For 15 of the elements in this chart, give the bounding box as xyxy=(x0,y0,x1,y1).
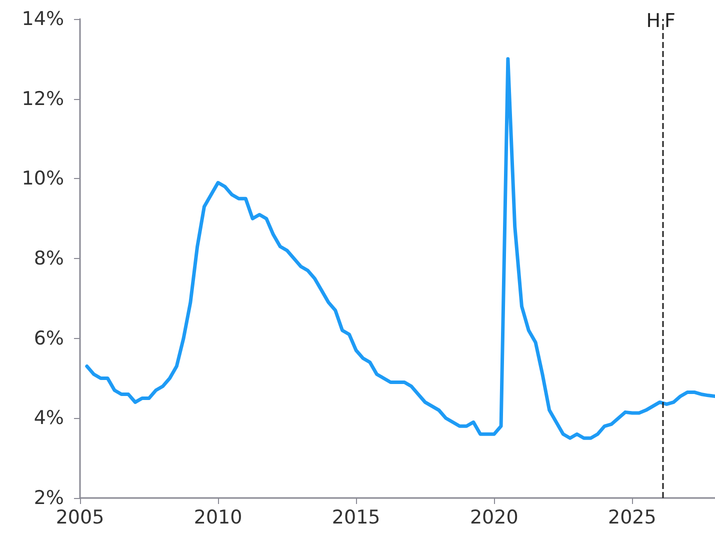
x-tick-label: 2010 xyxy=(194,506,242,528)
y-tick-label: 10% xyxy=(22,168,64,190)
line-series xyxy=(85,57,715,440)
y-tick-label: 6% xyxy=(34,327,64,350)
y-tick-label: 8% xyxy=(34,248,64,270)
x-tick-label: 2025 xyxy=(608,506,656,528)
y-tick-label: 4% xyxy=(34,407,64,430)
annotation: F xyxy=(664,10,676,32)
annotation: H xyxy=(646,10,661,32)
y-tick-label: 12% xyxy=(22,88,64,110)
x-tick-label: 2015 xyxy=(332,506,380,528)
y-tick-label: 2% xyxy=(34,487,64,509)
x-tick-label: 2005 xyxy=(56,506,104,528)
x-tick-label: 2020 xyxy=(470,506,518,528)
y-tick-label: 14% xyxy=(22,8,64,30)
